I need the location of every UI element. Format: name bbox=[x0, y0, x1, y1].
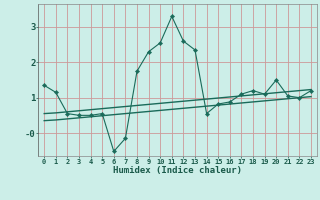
X-axis label: Humidex (Indice chaleur): Humidex (Indice chaleur) bbox=[113, 166, 242, 175]
